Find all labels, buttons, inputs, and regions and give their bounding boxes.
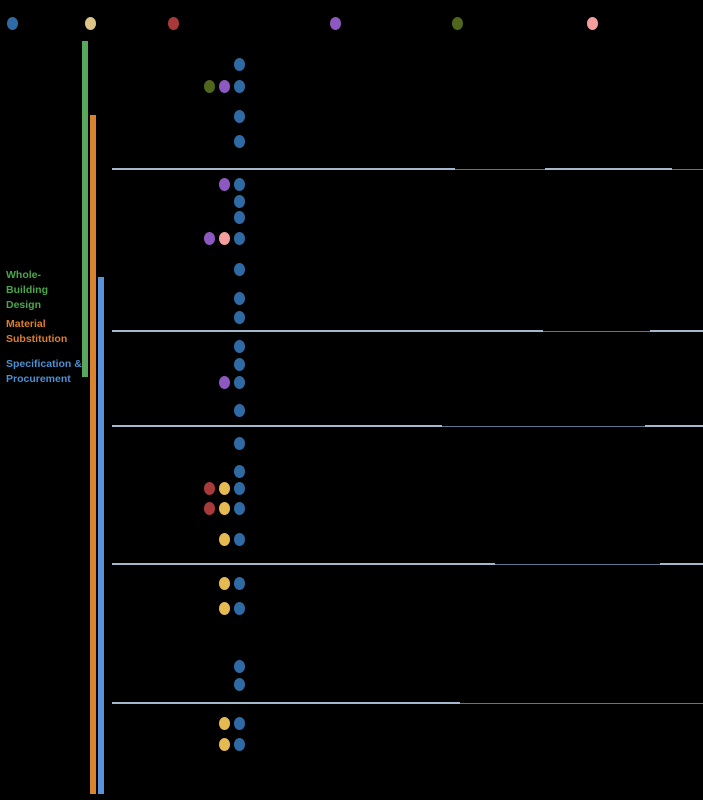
section-divider — [442, 426, 645, 427]
section-divider — [455, 169, 545, 170]
data-dot-gold — [219, 482, 230, 495]
section-divider — [112, 425, 442, 427]
data-dot-blue — [234, 577, 245, 590]
legend-marker-pink-icon — [587, 17, 598, 30]
data-dot-olive — [204, 80, 215, 93]
data-dot-blue — [234, 110, 245, 123]
phase-label-material-substitution: Material Substitution — [6, 318, 68, 345]
data-dot-blue — [234, 135, 245, 148]
data-dot-blue — [234, 263, 245, 276]
section-divider — [650, 330, 703, 332]
section-divider — [543, 331, 650, 332]
legend-marker-tan-icon — [85, 17, 96, 30]
data-dot-blue — [234, 678, 245, 691]
data-dot-blue — [234, 404, 245, 417]
data-dot-blue — [234, 465, 245, 478]
phase-bar-whole-building-design — [82, 41, 88, 377]
data-dot-gold — [219, 602, 230, 615]
section-divider — [495, 564, 660, 565]
data-dot-blue — [234, 358, 245, 371]
data-dot-red — [204, 482, 215, 495]
phase-label-whole-building-design: Whole- Building Design — [6, 269, 48, 311]
data-dot-gold — [219, 717, 230, 730]
data-dot-blue — [234, 178, 245, 191]
data-dot-purple — [219, 80, 230, 93]
phase-bar-material-substitution — [90, 115, 96, 794]
section-divider — [672, 169, 703, 170]
section-divider — [112, 330, 543, 332]
legend-marker-olive-icon — [452, 17, 463, 30]
data-dot-blue — [234, 376, 245, 389]
data-dot-blue — [234, 717, 245, 730]
legend-marker-purple-icon — [330, 17, 341, 30]
data-dot-purple — [219, 178, 230, 191]
section-divider — [112, 563, 495, 565]
data-dot-blue — [234, 660, 245, 673]
section-divider — [660, 563, 703, 565]
phase-bar-specification-procurement — [98, 277, 104, 794]
data-dot-blue — [234, 232, 245, 245]
section-divider — [545, 168, 672, 170]
section-divider — [460, 703, 703, 704]
legend-marker-blue-icon — [7, 17, 18, 30]
data-dot-purple — [204, 232, 215, 245]
data-dot-blue — [234, 80, 245, 93]
data-dot-blue — [234, 502, 245, 515]
section-divider — [112, 702, 460, 704]
legend-marker-red-icon — [168, 17, 179, 30]
data-dot-blue — [234, 292, 245, 305]
data-dot-blue — [234, 58, 245, 71]
data-dot-blue — [234, 195, 245, 208]
data-dot-blue — [234, 340, 245, 353]
data-dot-gold — [219, 533, 230, 546]
data-dot-blue — [234, 211, 245, 224]
data-dot-blue — [234, 311, 245, 324]
data-dot-blue — [234, 602, 245, 615]
data-dot-gold — [219, 577, 230, 590]
data-dot-pink — [219, 232, 230, 245]
data-dot-gold — [219, 502, 230, 515]
data-dot-blue — [234, 437, 245, 450]
section-divider — [645, 425, 703, 427]
phase-label-specification-procurement: Specification & Procurement — [6, 358, 82, 385]
data-dot-red — [204, 502, 215, 515]
section-divider — [112, 168, 455, 170]
data-dot-blue — [234, 533, 245, 546]
data-dot-purple — [219, 376, 230, 389]
data-dot-blue — [234, 738, 245, 751]
data-dot-blue — [234, 482, 245, 495]
data-dot-gold — [219, 738, 230, 751]
